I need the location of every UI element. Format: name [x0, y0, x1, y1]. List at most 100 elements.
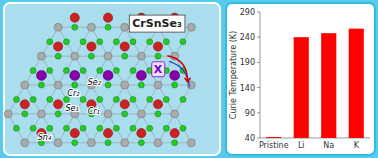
- se-atom: [63, 125, 69, 131]
- se-atom: [97, 96, 103, 102]
- y-tick: [257, 87, 260, 88]
- x-label: X: [154, 63, 163, 76]
- sn-atom: [54, 81, 62, 89]
- sn-atom: [21, 139, 29, 147]
- title-box: [129, 15, 185, 32]
- y-tick: [257, 112, 260, 113]
- chart: CrSnSe₃Se₂Cr₂Se₁Cr₁Sn₄X4090140190240290C…: [0, 0, 378, 158]
- se-atom: [130, 96, 136, 102]
- y-tick-label: 240: [240, 33, 255, 42]
- sn-atom: [4, 110, 12, 118]
- bond: [108, 27, 125, 56]
- crystal-structure: [4, 13, 195, 147]
- se-atom: [105, 140, 111, 146]
- cr1-atom: [103, 13, 112, 22]
- se-atom: [47, 125, 53, 131]
- x-tick-label: Pristine: [259, 141, 289, 150]
- cr1-atom: [87, 42, 96, 51]
- y-tick: [257, 138, 260, 139]
- cr1-atom: [20, 100, 29, 109]
- se-atom: [13, 125, 19, 131]
- x-tick-label: Li: [298, 141, 305, 150]
- se-atom: [180, 96, 186, 102]
- bond: [141, 114, 158, 143]
- y-axis-label: Curie Temperature (K): [229, 31, 238, 119]
- sn-atom: [87, 139, 95, 147]
- se-atom: [130, 68, 136, 74]
- se-atom: [38, 82, 44, 88]
- sn-atom: [37, 52, 45, 60]
- bond: [125, 85, 142, 114]
- bond: [125, 56, 142, 85]
- bond: [91, 114, 108, 143]
- bond: [25, 85, 42, 114]
- y-tick-label: 40: [245, 134, 255, 143]
- se-atom: [180, 125, 186, 131]
- cr1-atom: [120, 42, 129, 51]
- se-atom: [30, 68, 36, 74]
- cr1-atom: [153, 42, 162, 51]
- se-atom: [88, 53, 94, 59]
- sn-atom: [87, 23, 95, 31]
- axes: 4090140190240290Curie Temperature (K)Pri…: [229, 8, 370, 150]
- atom-label: Se₂: [88, 78, 102, 87]
- bond: [91, 27, 108, 56]
- cr1-atom: [170, 129, 179, 138]
- se-atom: [122, 53, 128, 59]
- se-atom: [122, 111, 128, 117]
- cr1-atom: [70, 13, 79, 22]
- bond: [58, 27, 75, 56]
- bond: [41, 85, 58, 114]
- chart-panel: [226, 3, 375, 155]
- se-atom: [138, 140, 144, 146]
- se-atom: [47, 39, 53, 45]
- sn-atom: [137, 110, 145, 118]
- se-atom: [163, 96, 169, 102]
- bond: [25, 56, 42, 85]
- bond: [175, 85, 192, 114]
- se-atom: [97, 68, 103, 74]
- cr2-atom: [103, 70, 113, 80]
- bond: [141, 85, 158, 114]
- se-atom: [130, 125, 136, 131]
- sn-atom: [137, 52, 145, 60]
- se-atom: [80, 96, 86, 102]
- se-atom: [172, 140, 178, 146]
- title-group: CrSnSe₃: [129, 15, 185, 32]
- cr2-atom: [70, 70, 80, 80]
- se-atom: [72, 24, 78, 30]
- bars: [266, 29, 364, 138]
- x-label-group: X: [152, 62, 165, 77]
- se-atom: [80, 39, 86, 45]
- sn-atom: [71, 52, 79, 60]
- bond: [41, 56, 58, 85]
- y-tick: [257, 62, 260, 63]
- sn-atom: [154, 81, 162, 89]
- bond: [158, 114, 175, 143]
- bond: [158, 85, 175, 114]
- sn-atom: [121, 81, 129, 89]
- sn-atom: [187, 139, 195, 147]
- cr2-atom: [170, 70, 180, 80]
- se-atom: [113, 39, 119, 45]
- y-tick: [257, 37, 260, 38]
- bar: [349, 29, 364, 138]
- se-atom: [113, 68, 119, 74]
- sn-atom: [121, 139, 129, 147]
- title: CrSnSe₃: [132, 17, 182, 30]
- se-atom: [30, 96, 36, 102]
- se-atom: [163, 39, 169, 45]
- se-atom: [113, 125, 119, 131]
- bond: [175, 114, 192, 143]
- se-atom: [97, 125, 103, 131]
- sn-atom: [104, 52, 112, 60]
- cr1-atom: [54, 42, 63, 51]
- y-tick: [257, 12, 260, 13]
- cr1-atom: [103, 129, 112, 138]
- se-atom: [113, 96, 119, 102]
- se-atom: [155, 111, 161, 117]
- y-tick-label: 90: [245, 109, 255, 118]
- se-atom: [147, 96, 153, 102]
- se-atom: [13, 96, 19, 102]
- bar: [266, 137, 281, 138]
